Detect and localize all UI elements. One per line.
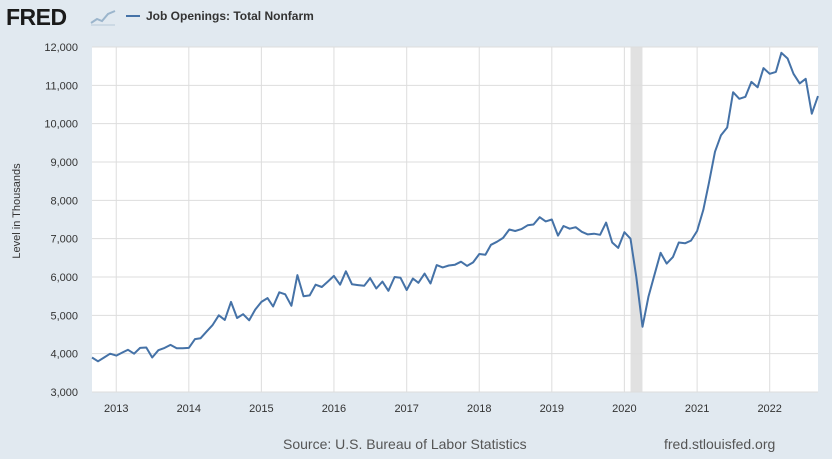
- series-layer: [91, 51, 819, 363]
- x-tick-label: 2016: [322, 403, 346, 415]
- y-tick-label: 3,000: [50, 387, 78, 399]
- x-tick-label: 2013: [104, 403, 128, 415]
- x-tick-label: 2015: [249, 403, 273, 415]
- y-tick-label: 6,000: [50, 272, 78, 284]
- fred-logo[interactable]: FRED: [6, 4, 67, 30]
- y-tick-label: 8,000: [50, 195, 78, 207]
- x-tick-label: 2014: [177, 403, 201, 415]
- x-tick-label: 2020: [612, 403, 636, 415]
- y-tick-label: 10,000: [44, 119, 78, 131]
- y-tick-label: 5,000: [50, 310, 78, 322]
- x-tick-label: 2018: [467, 403, 491, 415]
- legend-label: Job Openings: Total Nonfarm: [146, 9, 314, 23]
- y-tick-labels: 3,000 4,000 5,000 6,000 7,000 8,000 9,000 10,00…: [44, 42, 78, 399]
- legend-swatch: [126, 15, 140, 17]
- y-tick-label: 12,000: [44, 42, 78, 54]
- x-tick-labels: 2013 2014 2015 2016 2017 2018 2019 2020 2021 2022: [104, 403, 782, 415]
- x-tick-label: 2019: [540, 403, 564, 415]
- gridlines: [92, 46, 818, 393]
- y-tick-label: 11,000: [45, 80, 78, 92]
- recession-shading-layer: [630, 47, 643, 392]
- recession-band: [630, 47, 643, 392]
- chart-legend: Job Openings: Total Nonfarm: [126, 9, 314, 23]
- y-tick-label: 4,000: [50, 349, 78, 361]
- series-line: [91, 51, 819, 363]
- x-tick-label: 2017: [394, 403, 418, 415]
- y-axis-label: Level in Thousands: [11, 163, 23, 259]
- x-tick-label: 2022: [757, 403, 781, 415]
- y-tick-label: 7,000: [50, 234, 78, 246]
- trend-line-icon: [90, 8, 116, 26]
- y-tick-label: 9,000: [50, 157, 78, 169]
- plot-area: [92, 47, 818, 392]
- source-note: Source: U.S. Bureau of Labor Statistics: [283, 436, 527, 452]
- x-tick-label: 2021: [685, 403, 709, 415]
- site-link[interactable]: fred.stlouisfed.org: [664, 436, 776, 452]
